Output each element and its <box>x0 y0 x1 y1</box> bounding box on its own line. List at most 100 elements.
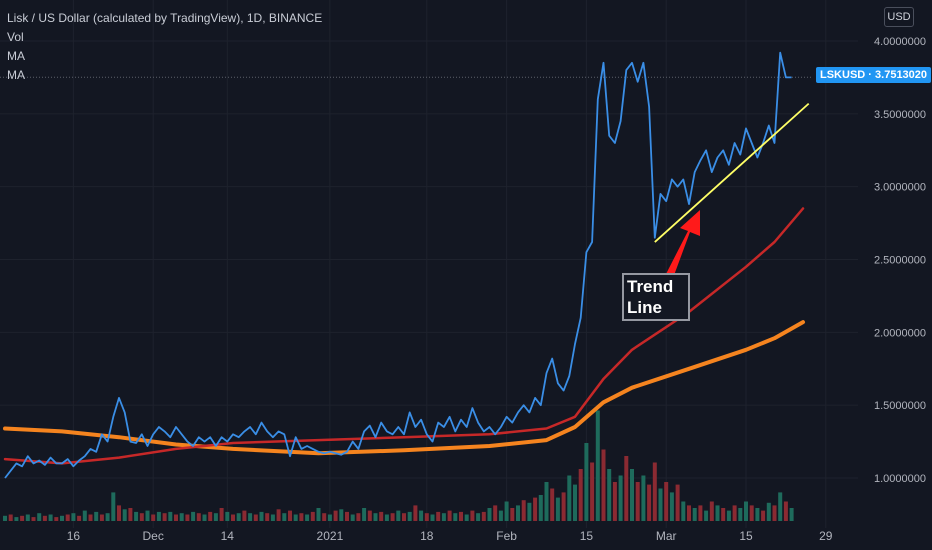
volume-bar <box>453 513 458 521</box>
volume-bar <box>82 510 87 521</box>
price-line <box>4 51 792 479</box>
volume-bar <box>14 517 19 521</box>
volume-bar <box>65 514 70 521</box>
volume-bar <box>77 515 82 521</box>
y-axis[interactable]: 4.0000000 3.5000000 3.0000000 2.5000000 2.00… <box>874 36 926 485</box>
volume-bar <box>726 510 731 521</box>
volume-bar <box>299 513 304 521</box>
legend-ma-2[interactable]: MA <box>7 68 25 82</box>
volume-bar <box>196 513 201 521</box>
volume-bar <box>658 488 663 521</box>
volume-bar <box>464 514 469 521</box>
volume-bar <box>288 510 292 521</box>
volume-bar <box>459 511 463 521</box>
volume-bar <box>191 511 196 521</box>
volume-bar <box>174 514 178 521</box>
ma-short-line <box>3 207 805 465</box>
volume-bar <box>259 511 264 521</box>
trend-line-drawing[interactable] <box>654 102 810 278</box>
volume-bar <box>213 513 218 521</box>
volume-bar <box>430 514 435 521</box>
volume-bar <box>231 514 235 521</box>
x-tick-label: Dec <box>143 529 164 543</box>
volume-bar <box>635 482 640 521</box>
chart-title[interactable]: Lisk / US Dollar (calculated by TradingV… <box>7 11 323 25</box>
volume-bar <box>202 514 207 521</box>
legend-volume[interactable]: Vol <box>7 30 24 44</box>
volume-bar <box>681 501 686 521</box>
ma-long-line <box>3 320 805 456</box>
volume-bar <box>652 462 657 521</box>
volume-bar <box>527 502 532 521</box>
price-value: 3.7513020 <box>875 69 928 81</box>
volume-bar <box>402 513 406 521</box>
volume-bar <box>242 510 247 521</box>
volume-bar <box>345 511 349 521</box>
volume-bar <box>219 508 224 521</box>
volume-bar <box>305 514 310 521</box>
volume-bar <box>538 495 543 521</box>
volume-bar <box>618 475 623 521</box>
volume-bar <box>732 505 737 521</box>
grid <box>0 0 858 528</box>
volume-bar <box>270 514 275 521</box>
volume-bar <box>248 513 253 521</box>
x-tick-label: 18 <box>420 529 434 543</box>
volume-bar <box>516 505 520 521</box>
volume-bar <box>128 508 133 521</box>
currency-button[interactable]: USD <box>884 7 914 27</box>
volume-bar <box>367 510 372 521</box>
x-tick-label: Feb <box>496 529 517 543</box>
volume-bar <box>94 511 99 521</box>
volume-bar <box>48 514 53 521</box>
volume-bar <box>664 482 669 521</box>
volume-bar <box>373 513 378 521</box>
volume-bar <box>487 508 492 521</box>
arrow-icon <box>666 210 700 278</box>
volume-bar <box>265 513 270 521</box>
volume-bar <box>584 443 589 521</box>
x-tick-label: 15 <box>580 529 594 543</box>
volume-bar <box>715 505 720 521</box>
volume-bar <box>151 514 156 521</box>
trend-line-annotation[interactable]: Trend Line <box>622 273 690 321</box>
x-axis[interactable]: 16 Dec 14 2021 18 Feb 15 Mar 15 29 <box>67 529 833 543</box>
volume-bar <box>424 513 429 521</box>
volume-bars <box>3 410 794 521</box>
legend-ma-1[interactable]: MA <box>7 49 25 63</box>
volume-bar <box>105 513 110 521</box>
volume-bar <box>253 514 258 521</box>
price-series <box>4 51 792 479</box>
volume-bar <box>778 492 783 521</box>
price-separator: · <box>868 69 872 81</box>
volume-bar <box>533 497 538 521</box>
volume-bar <box>761 510 766 521</box>
volume-bar <box>709 501 714 521</box>
x-tick-label: 15 <box>739 529 753 543</box>
trend-line <box>654 102 810 243</box>
y-tick-label: 2.5000000 <box>874 255 926 267</box>
volume-bar <box>766 502 771 521</box>
volume-bar <box>145 510 150 521</box>
volume-bar <box>544 482 549 521</box>
volume-bar <box>350 514 355 521</box>
volume-bar <box>384 514 389 521</box>
volume-bar <box>396 510 401 521</box>
volume-bar <box>521 500 526 521</box>
volume-bar <box>139 513 144 521</box>
volume-bar <box>567 475 572 521</box>
volume-bar <box>71 513 76 521</box>
volume-bar <box>316 508 321 521</box>
volume-bar <box>362 508 367 521</box>
volume-bar <box>225 511 230 521</box>
volume-bar <box>738 508 743 521</box>
volume-bar <box>333 510 338 521</box>
volume-bar <box>704 510 709 521</box>
volume-bar <box>88 514 93 521</box>
volume-bar <box>236 513 241 521</box>
volume-bar <box>208 511 213 521</box>
y-tick-label: 3.0000000 <box>874 182 926 194</box>
volume-bar <box>624 456 629 521</box>
volume-bar <box>37 513 42 521</box>
